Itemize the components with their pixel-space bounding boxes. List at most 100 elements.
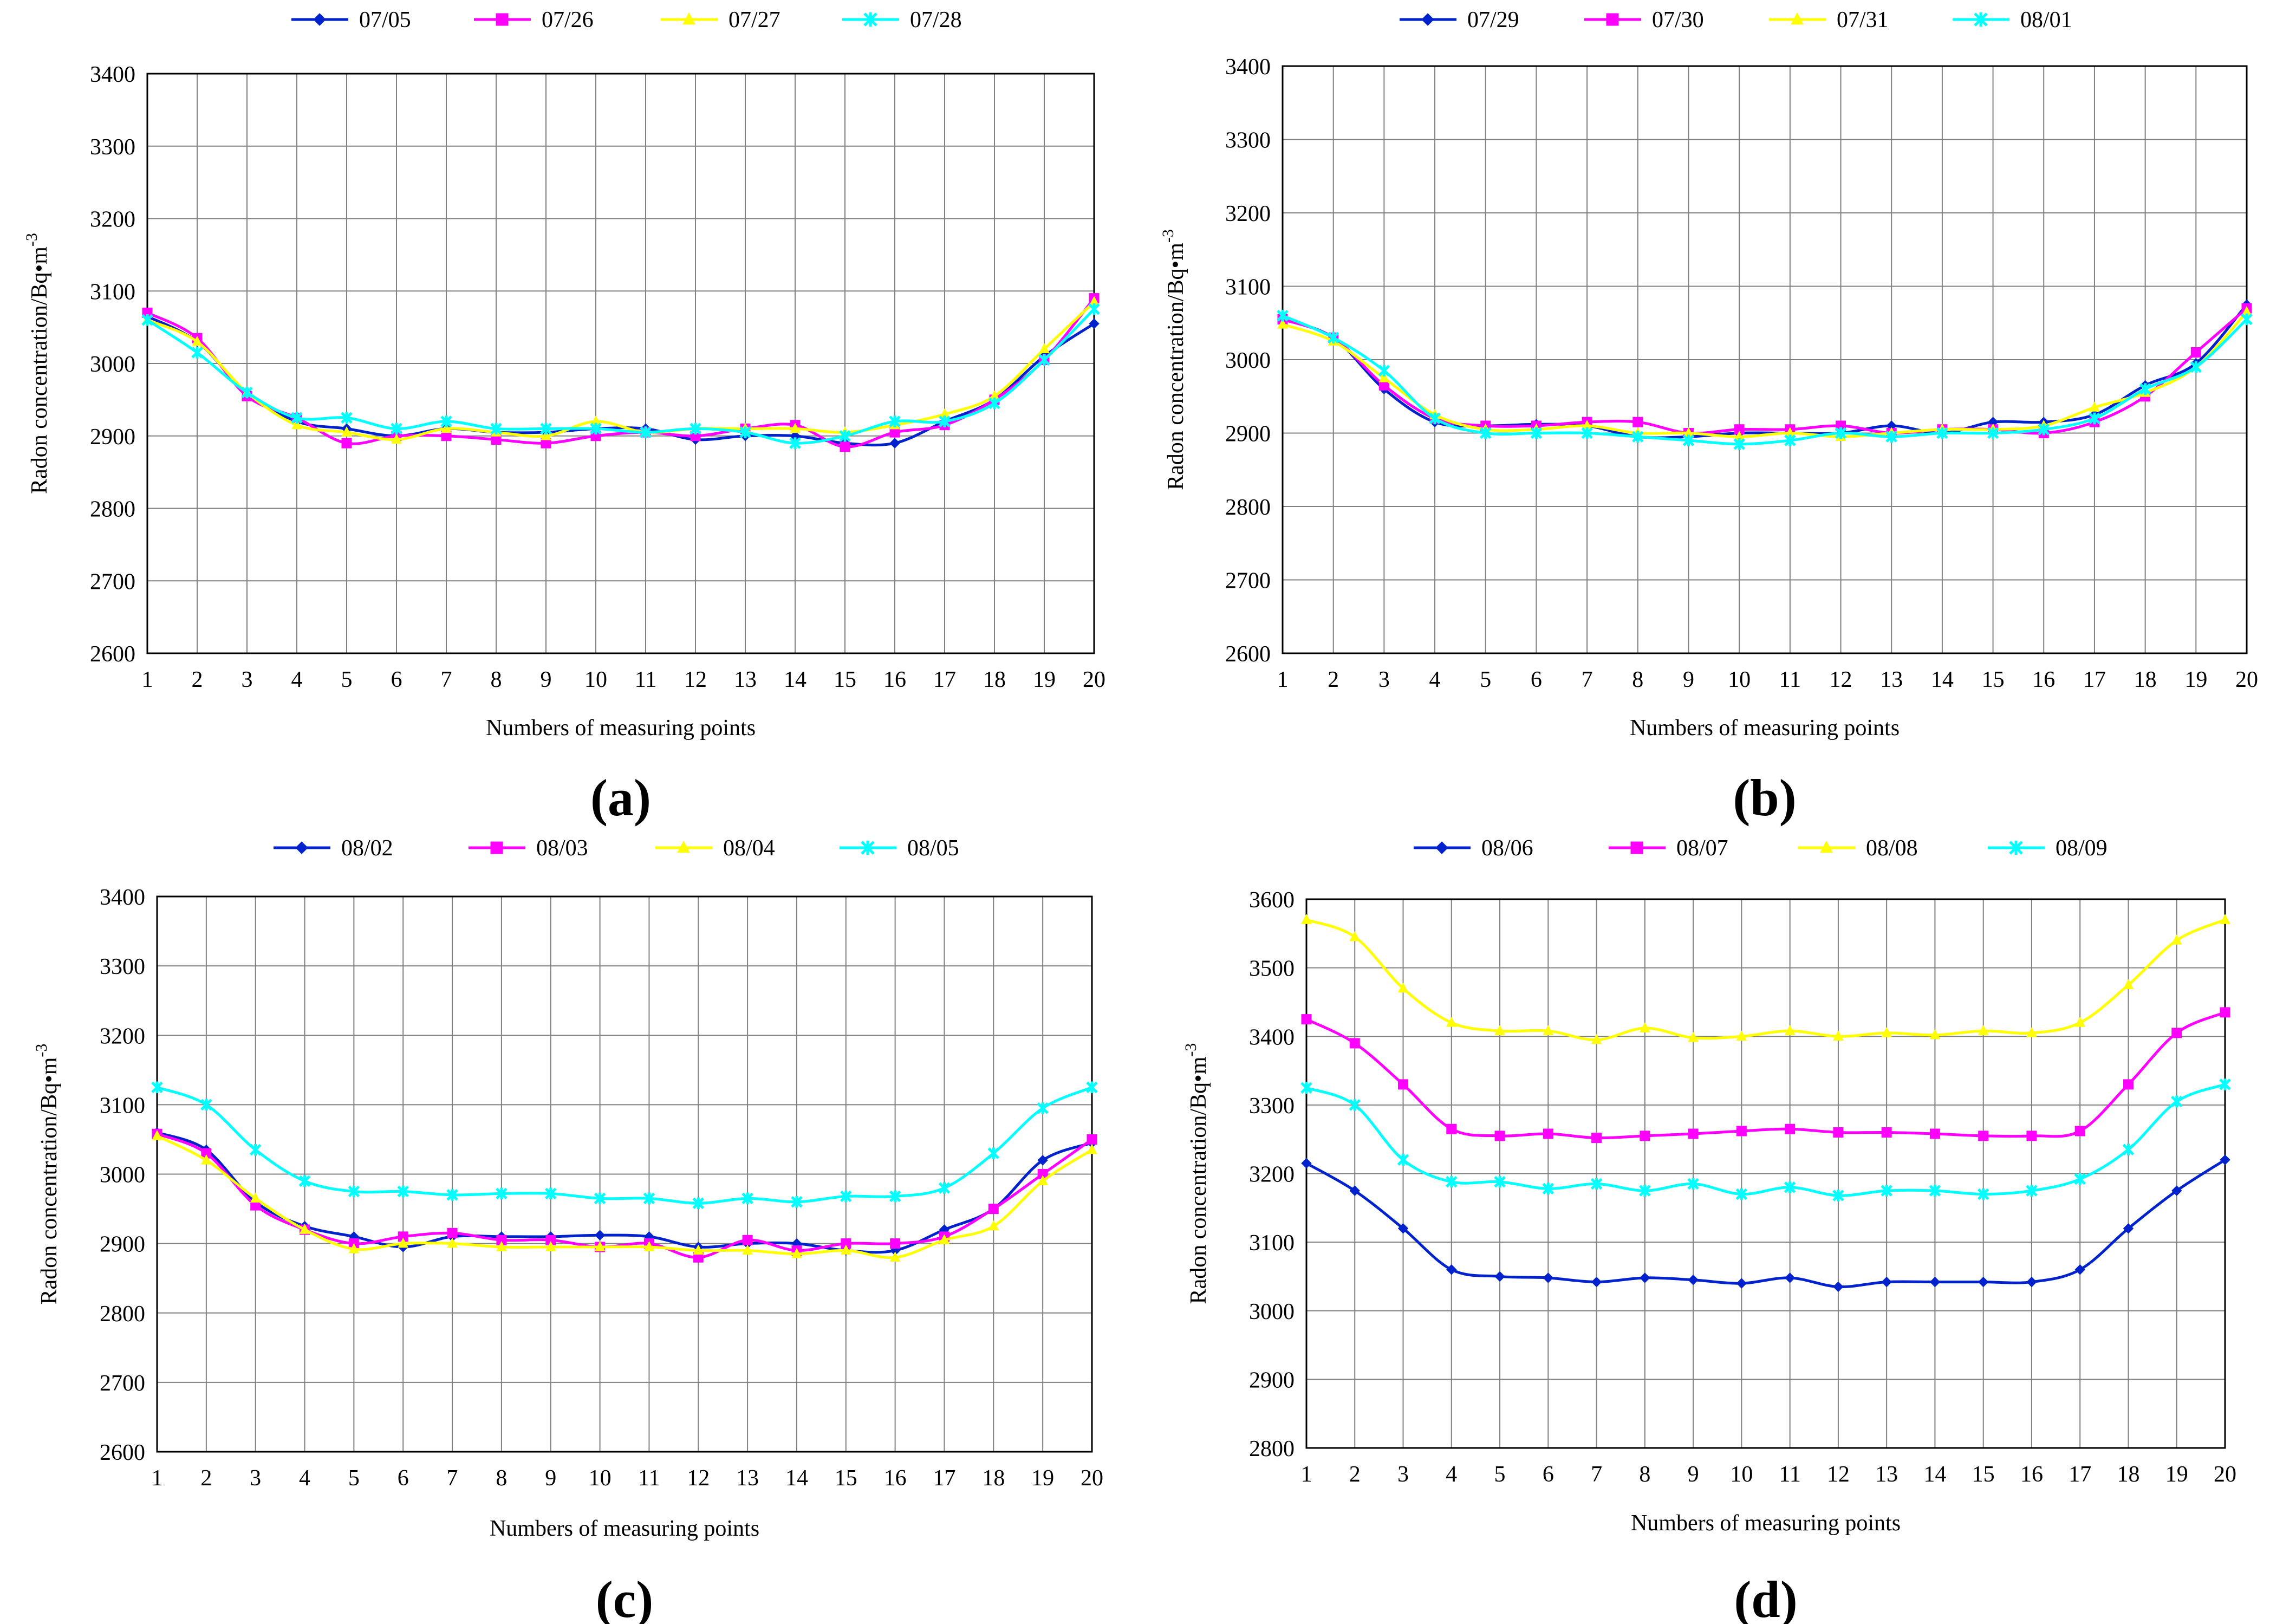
series-07-29 [1277,299,2252,442]
series-line [156,1134,1093,1259]
data-point [249,1144,262,1156]
series-08-03 [152,1128,1097,1263]
data-point [2122,1144,2135,1155]
x-tick-label: 1 [152,1466,163,1491]
x-tick-label: 11 [1779,1462,1800,1487]
data-point [191,347,203,359]
y-tick-label: 2800 [100,1302,145,1327]
plot-area [146,73,1095,654]
legend-label: 08/02 [341,836,393,861]
data-point [1682,434,1695,446]
data-point [2026,1276,2037,1288]
plot-area [1305,898,2226,1449]
x-tick-label: 1 [142,667,153,692]
y-tick-label: 2900 [1225,422,1271,447]
data-point [1397,982,1409,993]
series-08-01 [1277,309,2253,450]
x-tick-label: 16 [2032,667,2055,692]
data-point [1833,1281,1844,1292]
data-point [1543,1025,1554,1035]
data-point [1581,427,1593,439]
data-point [1038,354,1050,366]
data-point [2074,1126,2085,1136]
x-tick-label: 12 [1827,1462,1850,1487]
data-point [1591,1276,1602,1288]
y-tick-label: 2800 [90,497,135,522]
data-point [1835,427,1847,439]
data-point [1349,1185,1360,1196]
data-point [938,1182,951,1194]
data-point [1039,343,1050,353]
y-tick-label: 3400 [1249,1025,1295,1050]
y-tick-label: 3300 [1249,1094,1295,1119]
data-point [791,1248,802,1258]
data-point [1494,1131,1505,1141]
x-tick-label: 9 [541,667,552,692]
data-point [398,1237,409,1248]
data-point [594,1230,606,1240]
x-tick-label: 17 [933,667,956,692]
data-point [1590,1178,1603,1190]
x-axis-title: Numbers of measuring points [490,1516,759,1541]
data-point [988,1220,999,1231]
y-tick-label: 3200 [100,1024,145,1049]
y-tick-label: 3100 [1225,275,1271,300]
x-tick-label: 4 [1446,1462,1457,1487]
data-point [890,1238,901,1249]
data-point [1785,1123,1796,1134]
y-tick-label: 3000 [1225,348,1271,373]
x-tick-label: 7 [447,1466,458,1491]
data-point [1542,1183,1554,1195]
x-tick-label: 5 [1480,667,1491,692]
data-point [200,1099,212,1111]
x-tick-label: 5 [341,667,353,692]
x-tick-label: 17 [2069,1462,2091,1487]
x-tick-label: 20 [2235,667,2258,692]
data-point [2074,1264,2085,1275]
data-point [643,1192,655,1205]
x-tick-label: 1 [1301,1462,1312,1487]
x-tick-label: 2 [1328,667,1339,692]
legend-label: 08/06 [1481,836,1533,861]
data-point [742,1244,753,1255]
data-point [988,1204,999,1214]
y-tick-label: 3500 [1249,957,1295,982]
data-point [1301,1014,1312,1025]
data-point [2170,1095,2183,1108]
y-tick-label: 3300 [100,954,145,979]
data-point [939,1234,950,1244]
data-point [1349,1099,1361,1111]
x-tick-label: 6 [1543,1462,1554,1487]
data-point [1378,365,1390,377]
data-point [545,1241,556,1251]
data-point [544,1187,557,1200]
legend-marker [677,840,690,853]
data-point [1640,1272,1650,1283]
data-point [142,307,153,318]
data-point [2123,1079,2134,1090]
y-axis-title-superscript: -3 [32,1044,50,1057]
x-tick-label: 17 [933,1466,955,1491]
x-tick-label: 12 [684,667,707,692]
data-point [1978,1025,1989,1035]
x-tick-label: 14 [784,667,806,692]
legend-label: 07/05 [359,8,411,33]
x-tick-label: 14 [1923,1462,1946,1487]
data-point [2026,1185,2038,1197]
data-point [446,1189,458,1201]
y-tick-label: 3200 [90,207,135,232]
data-point [1277,309,1289,322]
series-line [1306,1083,2226,1197]
data-point [1929,1029,1941,1040]
y-tick-label: 2600 [100,1440,145,1465]
data-point [2190,361,2202,373]
x-tick-label: 15 [1982,667,2005,692]
x-tick-label: 2 [192,667,203,692]
data-point [496,1241,507,1251]
legend-label: 08/01 [2020,8,2072,33]
data-point [2241,313,2253,326]
data-point [889,1190,901,1203]
data-point [1349,1038,1360,1049]
data-point [391,433,402,444]
series-08-08 [1301,914,2230,1044]
